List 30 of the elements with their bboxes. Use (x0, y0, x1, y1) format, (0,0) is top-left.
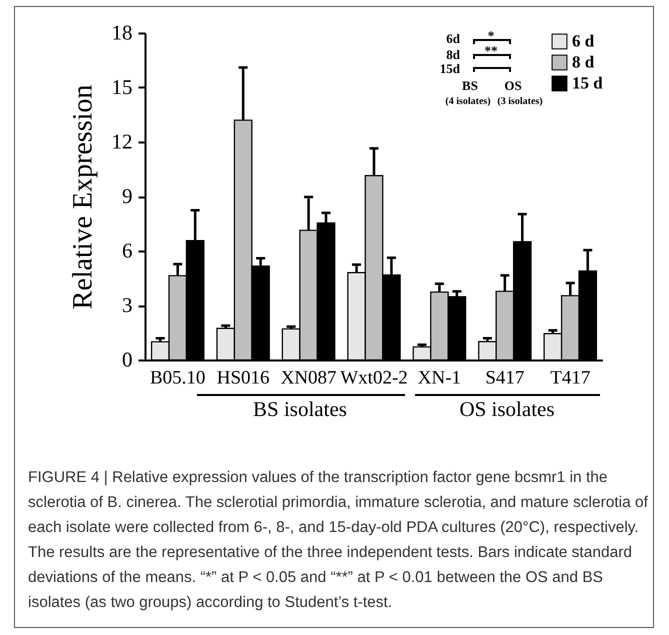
annotation: ** (484, 43, 498, 59)
annotation: 8d (446, 47, 460, 63)
x-tick-label: XN-1 (418, 368, 462, 388)
x-tick-label: B05.10 (150, 368, 206, 388)
text: BS isolates (253, 397, 347, 422)
legend-label: 6 d (572, 32, 595, 50)
annotation: 15d (440, 61, 460, 77)
annotation: (3 isolates) (497, 96, 543, 107)
annotation: * (488, 28, 494, 44)
x-tick-label: T417 (550, 368, 590, 388)
annotation: BS (462, 78, 478, 94)
x-tick-label: XN087 (280, 368, 337, 388)
y-tick-label: 18 (112, 20, 132, 44)
caption: FIGURE 4 | Relative expression values of the transcription factor gene bcsmr1 in the sclerotia of B. cinerea. The sclerotial primordia, immature sclerotia, and mature sclerotia of each isolate were collected from 6-, 8-, and 15-day-old PDA cultures (20°C), respectively. The results are the representative of the three independent tests. Bars indicate standard deviations of the means. “*” at P < 0.05 and “**” at P < 0.01 between the OS and BS isolates (as two groups) according to Student’s t-test. (28, 468, 649, 613)
y-axis-title: Relative Expression (68, 84, 98, 310)
annotation: OS (504, 78, 522, 94)
legend-label: 8 d (572, 52, 595, 72)
y-tick-label: 12 (112, 130, 132, 154)
annotation: 6d (446, 31, 460, 47)
x-tick-label: Wxt02-2 (340, 368, 408, 388)
y-tick-label: 0 (122, 348, 132, 372)
y-tick-label: 9 (122, 184, 132, 208)
annotation: (4 isolates) (445, 96, 491, 107)
x-tick-label: HS016 (216, 368, 270, 388)
y-tick-label: 3 (122, 293, 132, 317)
text: OS isolates (459, 397, 555, 422)
legend-label: 15 d (572, 74, 604, 92)
x-tick-label: S417 (485, 368, 524, 388)
y-tick-label: 6 (122, 238, 132, 262)
y-tick-label: 15 (112, 75, 132, 99)
